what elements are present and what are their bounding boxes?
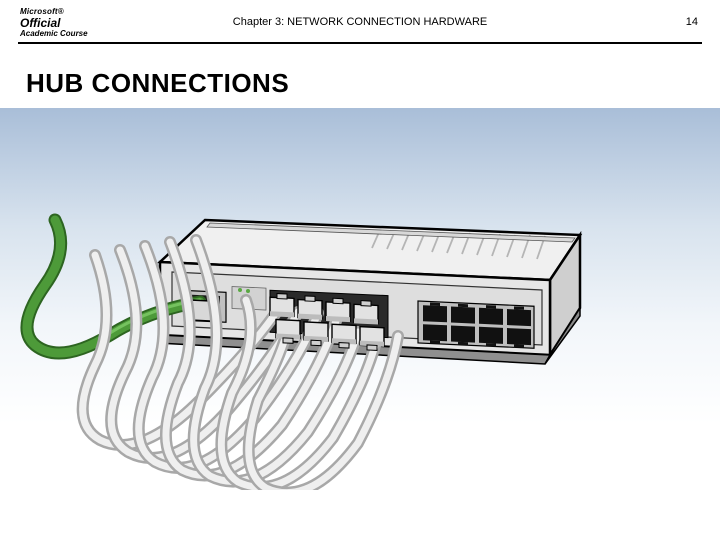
header-rule (18, 42, 702, 44)
logo-line-3: Academic Course (20, 30, 88, 39)
chapter-label: Chapter 3: NETWORK CONNECTION HARDWARE (20, 12, 700, 28)
slide-header: Microsoft® Official Academic Course Chap… (0, 0, 720, 48)
hub-diagram (0, 150, 720, 490)
page-number: 14 (686, 16, 698, 28)
port-bank-right (418, 301, 534, 348)
logo: Microsoft® Official Academic Course (20, 8, 88, 39)
hub-svg (0, 150, 720, 490)
logo-line-2: Official (20, 17, 88, 30)
slide-title: HUB CONNECTIONS (26, 68, 289, 99)
